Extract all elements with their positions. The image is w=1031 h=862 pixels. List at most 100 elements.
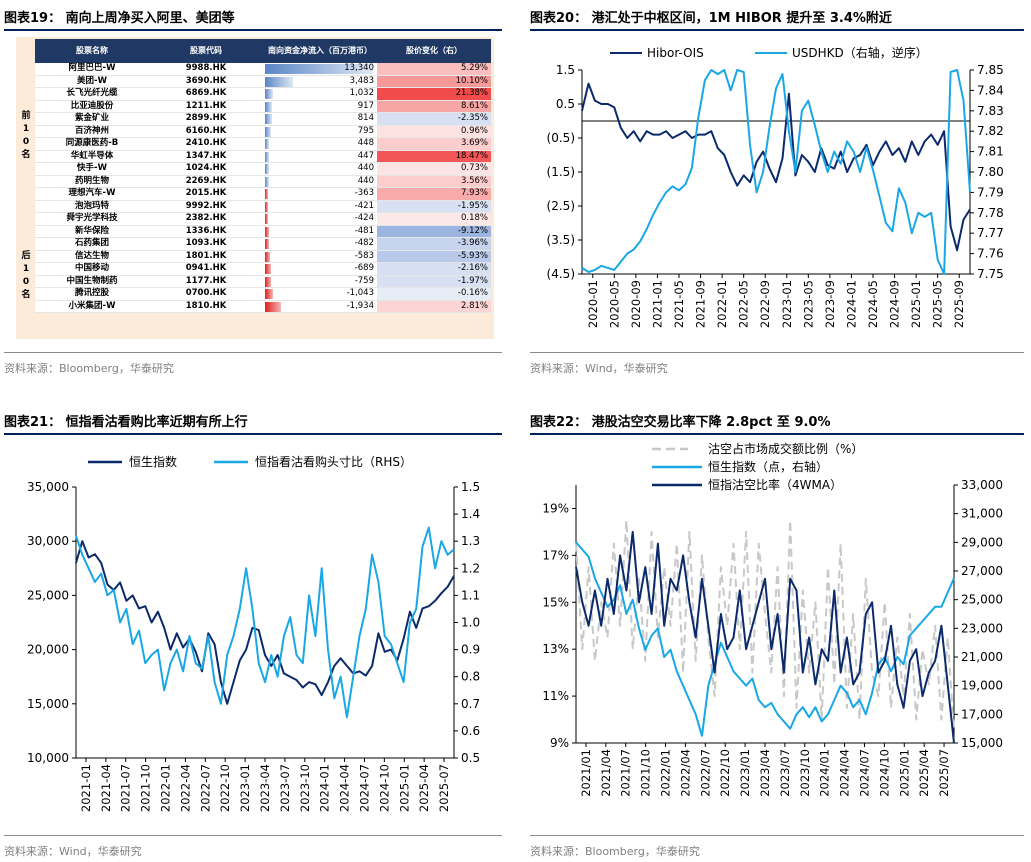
fig19-flow-bar (265, 176, 269, 187)
figure-19-source-rule (4, 352, 502, 353)
fig20-right-tick-label: 7.78 (977, 206, 1004, 220)
fig19-flow-cell: -363 (263, 187, 377, 201)
fig20-x-tick-label: 2022-09 (758, 280, 772, 328)
figure-22-title: 图表22： 港股沽空交易比率下降 2.8pct 至 9.0% (530, 415, 831, 430)
fig22-legend: 沽空占市场成交额比例（%） 恒生指数（点，右轴） 恒指沽空比率（4WMA） (652, 441, 863, 492)
fig21-right-tick-label: 0.9 (461, 643, 480, 657)
fig19-flow-cell: 795 (263, 125, 377, 138)
fig19-flow-bar (265, 276, 272, 287)
fig19-stock-name: 华虹半导体 (35, 150, 149, 163)
fig19-row: 同源康医药-B 2410.HK 448 3.69% (35, 137, 491, 151)
fig19-stock-code: 6869.HK (149, 87, 263, 101)
fig20-x-tick-label: 2024-09 (888, 280, 902, 328)
fig20-x-tick-label: 2021-01 (650, 280, 664, 328)
fig20-x-tick-label: 2024-01 (844, 280, 858, 328)
fig19-flow-cell: -482 (263, 237, 377, 251)
fig21-x-tick-label: 2023-07 (278, 764, 292, 812)
fig19-flow-value: -1,043 (346, 288, 374, 298)
fig20-x-tick-label: 2021-09 (694, 280, 708, 328)
fig19-flow-bar (265, 251, 270, 262)
fig22-x-tick-label: 2025/01 (897, 749, 911, 797)
fig22-left-tick-label: 19% (542, 501, 569, 515)
fig20-right-tick-label: 7.77 (977, 226, 1004, 240)
fig20-x-tick-label: 2022-01 (715, 280, 729, 328)
figure-22-source: 资料来源：Bloomberg，华泰研究 (530, 845, 700, 858)
fig20-x-tick-label: 2021-05 (672, 280, 686, 328)
fig19-flow-value: 440 (357, 163, 374, 173)
fig20-left-tick-label: (0.5) (547, 131, 575, 145)
fig21-x-tick-label: 2021-10 (139, 764, 153, 812)
fig21-right-tick-label: 0.8 (461, 670, 480, 684)
fig19-stock-code: 2269.HK (149, 175, 263, 188)
fig19-stock-name: 石药集团 (35, 237, 149, 251)
fig22-x-tick-label: 2024/04 (838, 749, 852, 797)
fig19-flow-bar (265, 114, 272, 124)
fig19-flow-value: -363 (354, 188, 374, 198)
fig20-x-tick-label: 2024-05 (866, 280, 880, 328)
fig21-right-tick-label: 0.5 (461, 751, 480, 765)
fig22-x-tick-label: 2022/07 (698, 749, 712, 797)
fig19-flow-bar (265, 164, 269, 174)
fig20-x-tick-label: 2020-05 (607, 280, 621, 328)
fig21-x-tick-label: 2021-07 (119, 764, 133, 812)
fig20-x-tick-label: 2023-01 (780, 280, 794, 328)
fig22-right-tick-label: 25,000 (961, 593, 1003, 607)
fig19-flow-value: 917 (357, 100, 374, 111)
fig22-x-tick-label: 2021/10 (639, 749, 653, 797)
fig21-right-tick-label: 1.0 (461, 616, 480, 630)
fig21-right-tick-label: 0.7 (461, 697, 480, 711)
fig19-stock-name: 理想汽车-W (35, 187, 149, 201)
fig19-row: 百济神州 6160.HK 795 0.96% (35, 125, 491, 138)
fig19-flow-cell: -1,934 (263, 300, 377, 313)
fig19-flow-bar (265, 126, 272, 137)
fig19-flow-cell: 440 (263, 162, 377, 176)
fig20-x-tick-label: 2020-01 (586, 280, 600, 328)
fig19-row: 舜宇光学科技 2382.HK -424 0.18% (35, 212, 491, 226)
fig20-x-tick-label: 2023-09 (823, 280, 837, 328)
fig22-left-tick-label: 17% (542, 548, 569, 562)
fig19-chg-cell: 0.73% (377, 162, 491, 176)
fig22-x-tick-label: 2024/10 (877, 749, 891, 797)
fig22-right-tick-label: 15,000 (961, 736, 1003, 750)
fig19-flow-bar (265, 226, 269, 237)
fig22-x-tick-label: 2025/07 (937, 749, 951, 797)
figure-20-panel: 图表20： 港汇处于中枢区间，1M HIBOR 提升至 3.4%附近 Hibor… (530, 0, 1028, 380)
fig19-stock-name: 阿里巴巴-W (35, 63, 149, 76)
fig21-x-tick-label: 2025-04 (417, 764, 431, 812)
fig22-x-tick-label: 2021/01 (579, 749, 593, 797)
fig19-row: 药明生物 2269.HK 440 3.56% (35, 175, 491, 188)
figure-19-title: 图表19： 南向上周净买入阿里、美团等 (4, 11, 235, 26)
fig22-left-tick-label: 15% (542, 595, 569, 609)
fig20-left-tick-label: (4.5) (547, 267, 575, 281)
fig20-x-tick-label: 2020-09 (629, 280, 643, 328)
fig22-legend-ratio: 恒指沽空比率（4WMA） (708, 477, 842, 492)
fig21-right-tick-label: 1.2 (461, 561, 480, 575)
fig19-flow-value: 448 (357, 138, 374, 148)
fig20-x-tick-label: 2025-05 (931, 280, 945, 328)
fig22-series-3-line (575, 530, 955, 744)
fig19-flow-value: 13,340 (344, 63, 374, 73)
fig19-stock-name: 泡泡玛特 (35, 200, 149, 213)
fig19-row: 小米集团-W 1810.HK -1,934 2.81% (35, 300, 491, 313)
fig21-left-tick-label: 25,000 (27, 588, 69, 602)
figure-20-source: 资料来源：Wind，华泰研究 (530, 362, 668, 375)
fig22-x-tick-label: 2024/07 (857, 749, 871, 797)
fig20-left-tick-label: (1.5) (547, 165, 575, 179)
fig19-stock-code: 2410.HK (149, 137, 263, 151)
fig22-right-tick-label: 33,000 (961, 478, 1003, 492)
fig21-legend: 恒生指数 恒指看沽看购头寸比（RHS） (88, 454, 412, 469)
fig19-flow-cell: -583 (263, 250, 377, 263)
fig19-flow-cell: 447 (263, 150, 377, 163)
fig20-right-tick-label: 7.75 (977, 267, 1004, 281)
fig21-x-tick-label: 2025-07 (437, 764, 451, 812)
fig19-flow-bar (265, 289, 274, 299)
fig21-x-tick-label: 2023-04 (258, 764, 272, 812)
fig19-chg-cell: -1.97% (377, 275, 491, 288)
fig22-x-tick-label: 2024/01 (818, 749, 832, 797)
fig20-x-tick-label: 2025-09 (952, 280, 966, 328)
fig22-x-tick-label: 2021/07 (619, 749, 633, 797)
fig19-group-top-label: 前10名 (21, 111, 31, 160)
fig19-flow-value: -482 (354, 238, 374, 248)
fig20-right-tick-label: 7.84 (977, 83, 1004, 97)
fig19-flow-value: 440 (357, 175, 374, 186)
